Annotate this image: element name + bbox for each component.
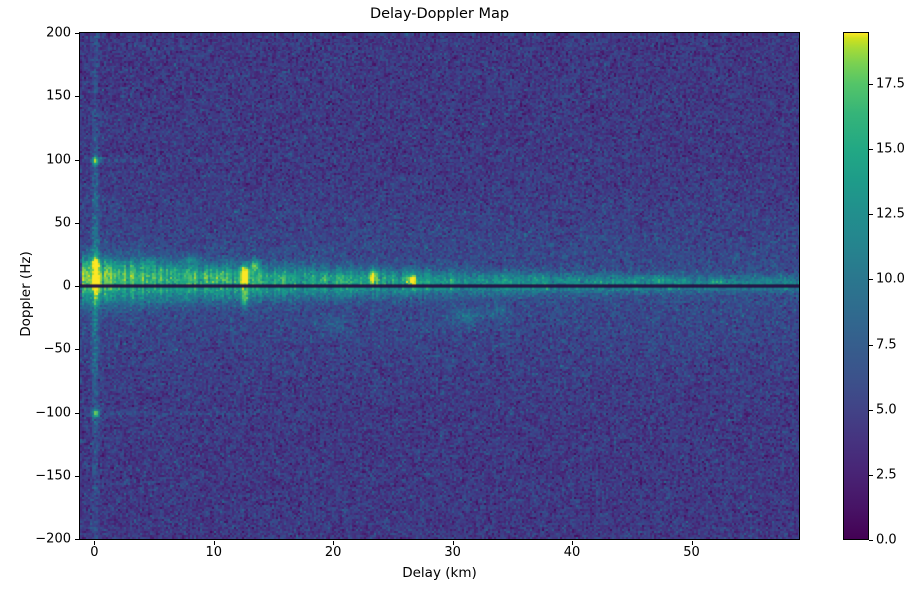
colorbar-tick-mark bbox=[869, 214, 873, 216]
y-tick-label: −150 bbox=[35, 468, 71, 484]
y-tick-label: 100 bbox=[46, 152, 71, 167]
chart-title: Delay-Doppler Map bbox=[369, 6, 510, 22]
x-tick-mark bbox=[213, 541, 215, 545]
x-tick-label: 50 bbox=[683, 545, 700, 560]
plot-area bbox=[79, 32, 800, 540]
colorbar-tick-mark bbox=[869, 474, 873, 476]
y-tick-label: 200 bbox=[46, 25, 71, 41]
delay-doppler-heatmap bbox=[80, 33, 799, 539]
colorbar-tick-label: 12.5 bbox=[876, 206, 905, 222]
x-tick-mark bbox=[94, 541, 96, 545]
x-axis-label: Delay (km) bbox=[402, 565, 477, 581]
colorbar-tick-label: 7.5 bbox=[876, 337, 897, 353]
y-tick-mark bbox=[75, 286, 79, 287]
y-tick-label: −50 bbox=[43, 341, 71, 357]
colorbar-tick-mark bbox=[869, 344, 873, 346]
x-tick-label: 10 bbox=[205, 545, 223, 560]
x-tick-mark bbox=[452, 541, 454, 545]
y-axis-label: Doppler (Hz) bbox=[18, 251, 34, 337]
y-tick-mark bbox=[75, 222, 79, 224]
colorbar bbox=[843, 32, 869, 540]
x-tick-label: 20 bbox=[324, 545, 342, 560]
colorbar-tick-label: 10.0 bbox=[876, 271, 905, 287]
y-tick-mark bbox=[75, 412, 79, 414]
colorbar-tick-mark bbox=[869, 540, 873, 541]
x-tick-mark bbox=[572, 541, 574, 545]
y-tick-mark bbox=[75, 539, 79, 540]
colorbar-tick-mark bbox=[869, 84, 873, 86]
x-tick-mark bbox=[691, 541, 693, 545]
y-tick-mark bbox=[75, 33, 79, 34]
x-tick-mark bbox=[333, 541, 335, 545]
x-tick-label: 0 bbox=[90, 545, 99, 560]
y-tick-label: −100 bbox=[35, 405, 71, 420]
colorbar-tick-label: 15.0 bbox=[876, 141, 905, 157]
colorbar-tick-label: 5.0 bbox=[876, 402, 897, 418]
y-tick-mark bbox=[75, 159, 79, 161]
y-tick-label: −200 bbox=[35, 531, 71, 547]
y-tick-mark bbox=[75, 349, 79, 351]
colorbar-gradient bbox=[843, 32, 869, 540]
colorbar-tick-label: 0.0 bbox=[876, 532, 897, 548]
x-tick-label: 30 bbox=[444, 545, 461, 560]
y-tick-mark bbox=[75, 475, 79, 477]
y-tick-label: 50 bbox=[54, 215, 71, 231]
colorbar-tick-label: 17.5 bbox=[876, 76, 905, 92]
colorbar-tick-mark bbox=[869, 149, 873, 151]
y-tick-mark bbox=[75, 96, 79, 98]
colorbar-tick-mark bbox=[869, 409, 873, 411]
colorbar-tick-label: 2.5 bbox=[876, 467, 897, 483]
y-tick-label: 150 bbox=[46, 88, 71, 104]
y-tick-label: 0 bbox=[62, 278, 71, 294]
colorbar-tick-mark bbox=[869, 279, 873, 281]
x-tick-label: 40 bbox=[563, 545, 581, 560]
